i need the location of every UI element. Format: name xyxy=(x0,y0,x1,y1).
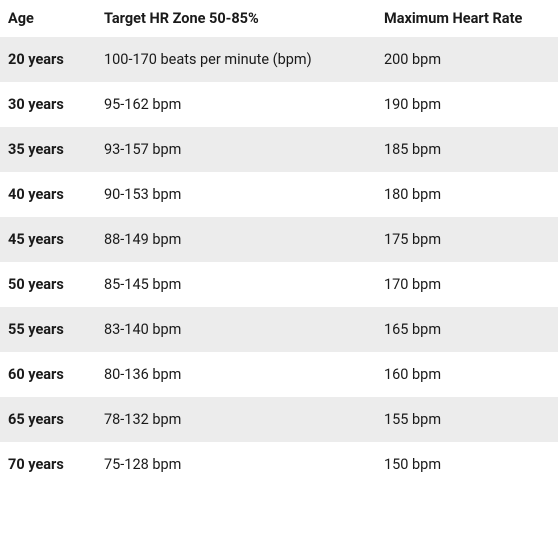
cell-target: 75-128 bpm xyxy=(96,442,376,487)
cell-max: 150 bpm xyxy=(376,442,558,487)
cell-max: 175 bpm xyxy=(376,217,558,262)
cell-age: 30 years xyxy=(0,82,96,127)
cell-target: 83-140 bpm xyxy=(96,307,376,352)
table-row: 30 years 95-162 bpm 190 bpm xyxy=(0,82,558,127)
cell-age: 45 years xyxy=(0,217,96,262)
cell-max: 185 bpm xyxy=(376,127,558,172)
cell-age: 60 years xyxy=(0,352,96,397)
table-row: 70 years 75-128 bpm 150 bpm xyxy=(0,442,558,487)
cell-target: 100-170 beats per minute (bpm) xyxy=(96,37,376,82)
cell-age: 40 years xyxy=(0,172,96,217)
header-max: Maximum Heart Rate xyxy=(376,0,558,37)
cell-max: 155 bpm xyxy=(376,397,558,442)
table-row: 35 years 93-157 bpm 185 bpm xyxy=(0,127,558,172)
cell-age: 65 years xyxy=(0,397,96,442)
cell-max: 190 bpm xyxy=(376,82,558,127)
cell-target: 90-153 bpm xyxy=(96,172,376,217)
table-row: 60 years 80-136 bpm 160 bpm xyxy=(0,352,558,397)
cell-target: 93-157 bpm xyxy=(96,127,376,172)
cell-age: 50 years xyxy=(0,262,96,307)
cell-max: 200 bpm xyxy=(376,37,558,82)
cell-age: 55 years xyxy=(0,307,96,352)
cell-max: 165 bpm xyxy=(376,307,558,352)
cell-target: 78-132 bpm xyxy=(96,397,376,442)
cell-age: 20 years xyxy=(0,37,96,82)
table-row: 65 years 78-132 bpm 155 bpm xyxy=(0,397,558,442)
cell-target: 95-162 bpm xyxy=(96,82,376,127)
header-age: Age xyxy=(0,0,96,37)
table-row: 55 years 83-140 bpm 165 bpm xyxy=(0,307,558,352)
table-row: 20 years 100-170 beats per minute (bpm) … xyxy=(0,37,558,82)
table-row: 40 years 90-153 bpm 180 bpm xyxy=(0,172,558,217)
header-target: Target HR Zone 50-85% xyxy=(96,0,376,37)
cell-age: 70 years xyxy=(0,442,96,487)
table-row: 45 years 88-149 bpm 175 bpm xyxy=(0,217,558,262)
cell-max: 180 bpm xyxy=(376,172,558,217)
cell-target: 88-149 bpm xyxy=(96,217,376,262)
table-header-row: Age Target HR Zone 50-85% Maximum Heart … xyxy=(0,0,558,37)
cell-target: 85-145 bpm xyxy=(96,262,376,307)
heart-rate-table: Age Target HR Zone 50-85% Maximum Heart … xyxy=(0,0,558,487)
cell-max: 160 bpm xyxy=(376,352,558,397)
cell-age: 35 years xyxy=(0,127,96,172)
cell-max: 170 bpm xyxy=(376,262,558,307)
table-row: 50 years 85-145 bpm 170 bpm xyxy=(0,262,558,307)
cell-target: 80-136 bpm xyxy=(96,352,376,397)
